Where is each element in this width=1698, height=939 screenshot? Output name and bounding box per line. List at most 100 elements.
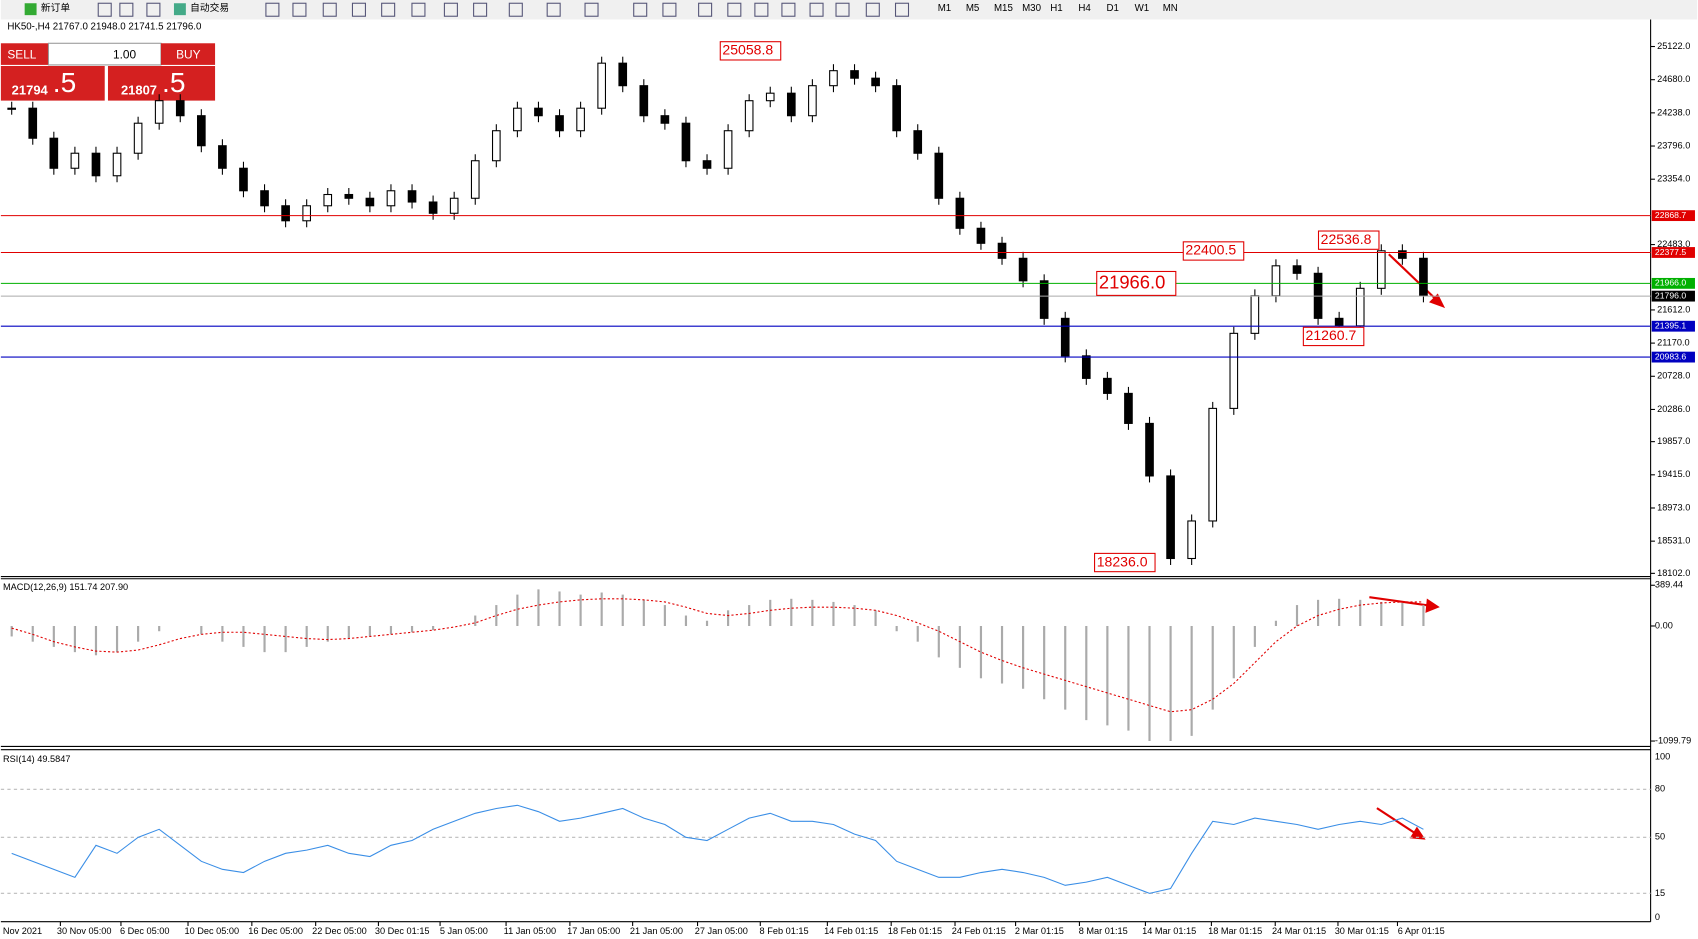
buy-label: BUY [176, 47, 200, 61]
price-line-tag [1651, 247, 1695, 258]
price-annotation: 21966.0 [1099, 271, 1165, 292]
candle [7, 107, 17, 110]
timeframe-button[interactable]: M1 [938, 3, 952, 14]
toolbar-icon[interactable] [119, 2, 134, 17]
candle [1355, 287, 1365, 327]
candle [91, 152, 101, 177]
lot-value: 1.00 [113, 47, 137, 61]
toolbar-icon[interactable] [727, 2, 742, 17]
timeframe-button[interactable]: D1 [1106, 3, 1118, 14]
ask-box[interactable] [107, 65, 216, 101]
toolbar-button[interactable]: 新订单 [41, 1, 70, 14]
price-annotation: 18236.0 [1097, 553, 1148, 569]
toolbar-icon[interactable] [322, 2, 337, 17]
toolbar-button[interactable]: 自动交易 [190, 1, 229, 14]
sell-button[interactable] [0, 43, 49, 65]
toolbar-icon[interactable] [265, 2, 280, 17]
price-line-tag [1651, 210, 1695, 222]
toolbar-icon[interactable] [351, 2, 366, 17]
timeframe-button[interactable]: MN [1163, 3, 1178, 14]
toolbar-icon[interactable] [292, 2, 307, 17]
price-tick-label: 24238.0 [1657, 107, 1690, 117]
candle [154, 100, 164, 124]
candle [681, 122, 691, 162]
candle [639, 85, 649, 117]
candle [871, 77, 880, 87]
candle [323, 193, 333, 207]
candle [112, 152, 122, 177]
toolbar-icon[interactable] [24, 3, 37, 16]
toolbar-icon[interactable] [97, 2, 112, 17]
toolbar-icon[interactable] [698, 2, 713, 17]
timeframe-button[interactable]: H4 [1078, 3, 1091, 14]
trend-arrows [1369, 253, 1446, 840]
candle [976, 227, 986, 244]
price-line-tag [1651, 290, 1695, 302]
candle [829, 70, 838, 87]
price-tick-label: 23354.0 [1657, 174, 1690, 184]
price-tick-label: 19857.0 [1657, 436, 1690, 446]
timeframe-button[interactable]: M30 [1022, 3, 1042, 14]
candle [428, 201, 438, 214]
sell-label: SELL [7, 47, 36, 61]
date-label: 18 Mar 01:15 [1208, 926, 1262, 936]
toolbar-icon[interactable] [146, 2, 161, 17]
toolbar-icon[interactable] [835, 2, 850, 17]
toolbar-icon[interactable] [809, 2, 824, 17]
candle [491, 130, 501, 162]
candle [1250, 295, 1260, 334]
toolbar-icon[interactable] [443, 2, 458, 17]
candle [28, 107, 38, 139]
macd-tick-label: 389.44 [1655, 580, 1683, 590]
lot-input[interactable] [47, 42, 162, 66]
arrowhead [1429, 293, 1446, 309]
date-label: 11 Jan 05:00 [504, 926, 556, 936]
timeframe-button[interactable]: M15 [994, 3, 1013, 14]
candle [744, 100, 754, 132]
price-tick-label: 18531.0 [1657, 536, 1690, 546]
toolbar-icon[interactable] [633, 2, 648, 17]
date-label: 6 Apr 01:15 [1398, 926, 1445, 936]
price-line-label: 22868.7 [1655, 210, 1686, 220]
bid-box[interactable] [0, 65, 105, 101]
candle [597, 62, 606, 109]
toolbar-icon[interactable] [894, 2, 910, 17]
candle [1145, 422, 1154, 477]
toolbar-icon[interactable] [584, 2, 599, 17]
toolbar-icon[interactable] [754, 2, 769, 17]
price-line-label: 21395.1 [1655, 320, 1686, 330]
toolbar-icon[interactable] [411, 2, 426, 17]
candle [1208, 407, 1218, 522]
price-annotation-box [1182, 241, 1245, 261]
timeframe-button[interactable]: H1 [1050, 3, 1062, 14]
toolbar-icon[interactable] [173, 3, 186, 16]
price-tick-label: 21170.0 [1657, 338, 1690, 348]
candle [934, 152, 944, 199]
price-tick-label: 19415.0 [1657, 469, 1690, 479]
candle [1081, 355, 1091, 379]
price-line-tag [1651, 277, 1695, 289]
candle [1334, 317, 1344, 327]
candle [892, 85, 901, 132]
price-annotation-box [1317, 230, 1380, 250]
timeframe-button[interactable]: W1 [1135, 3, 1150, 14]
toolbar-icon[interactable] [546, 2, 561, 17]
candle [997, 242, 1007, 259]
ask-pips: .5 [162, 67, 185, 98]
date-label: 8 Mar 01:15 [1079, 926, 1128, 936]
price-annotation: 22536.8 [1321, 231, 1372, 247]
price-annotation-box [1302, 326, 1365, 347]
toolbar-icon[interactable] [473, 2, 488, 17]
toolbar-icon[interactable] [381, 2, 396, 17]
candle [1124, 392, 1133, 424]
toolbar-icon[interactable] [865, 2, 880, 17]
price-tick-label: 25122.0 [1657, 41, 1690, 51]
toolbar-icon[interactable] [662, 2, 677, 17]
timeframe-button[interactable]: M5 [966, 3, 980, 14]
toolbar-icon[interactable] [508, 2, 523, 17]
price-line-tag [1651, 351, 1695, 363]
candle [1060, 317, 1070, 357]
chart-header: HK50-,H4 21767.0 21948.0 21741.5 21796.0 [7, 22, 202, 33]
toolbar-icon[interactable] [781, 2, 796, 17]
buy-button[interactable] [160, 43, 216, 65]
